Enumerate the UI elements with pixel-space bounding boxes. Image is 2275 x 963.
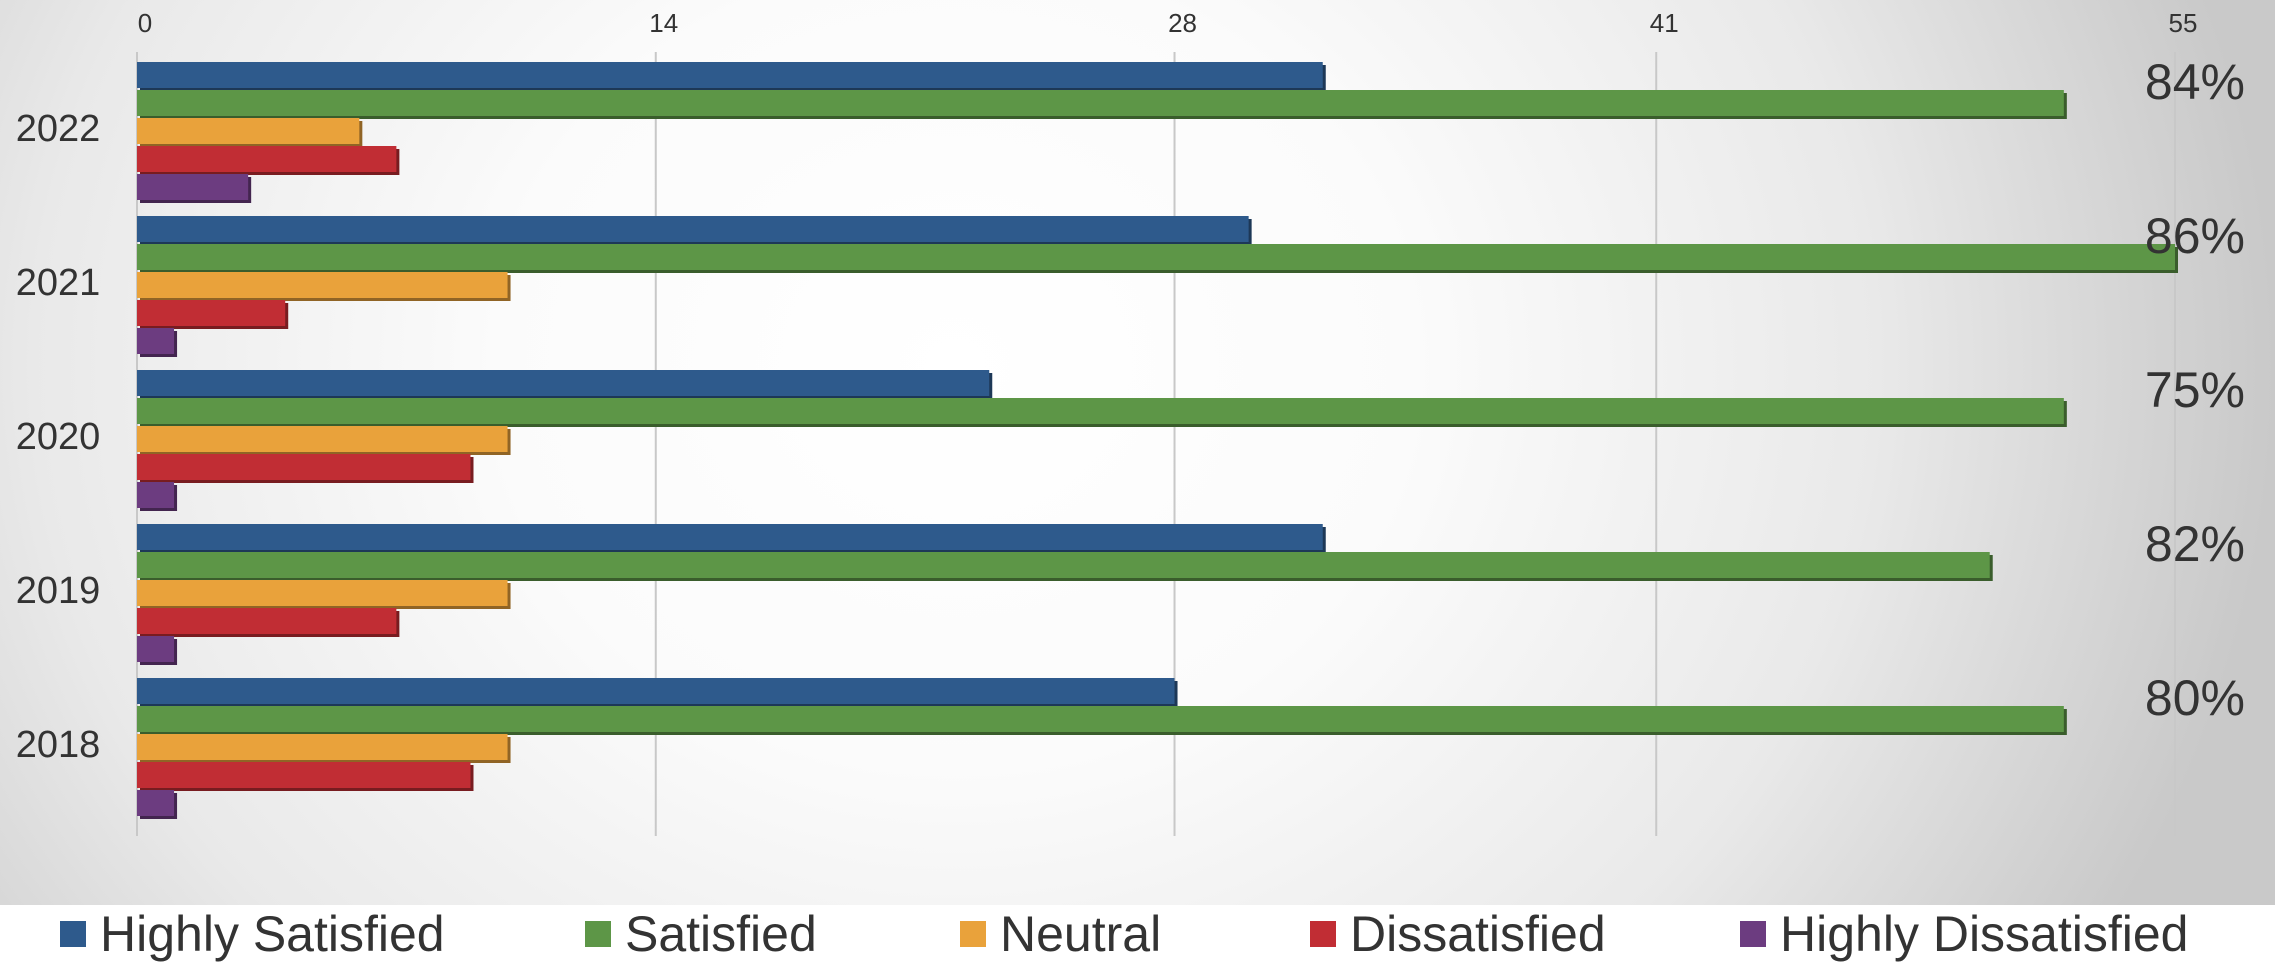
bar (137, 734, 508, 760)
legend-swatch (960, 921, 986, 947)
legend-label: Highly Dissatisfied (1780, 906, 2189, 962)
bar (137, 580, 508, 606)
legend: Highly Satisfied Satisfied Neutral Dissa… (0, 905, 2275, 963)
legend-swatch (1310, 921, 1336, 947)
legend-label: Satisfied (625, 906, 817, 962)
legend-item-neutral: Neutral (960, 905, 1161, 963)
chart-plot: 0 14 28 41 55 2022 84% 2021 86% 2020 75% 2019 82% 201… (16, 8, 2245, 836)
bar (137, 370, 990, 396)
bar (137, 524, 1323, 550)
data-label: 82% (2145, 516, 2245, 572)
y-tick-label: 2021 (16, 262, 101, 304)
data-label: 75% (2145, 362, 2245, 418)
bar (137, 118, 360, 144)
bar (137, 636, 175, 662)
bar (137, 678, 1175, 704)
data-label: 84% (2145, 54, 2245, 110)
bar (137, 482, 175, 508)
bar (137, 300, 286, 326)
x-tick-label: 28 (1168, 8, 1197, 38)
bar (137, 146, 397, 172)
legend-swatch (60, 921, 86, 947)
bar (137, 552, 1990, 578)
x-tick-label: 55 (2169, 8, 2198, 38)
bar (137, 454, 471, 480)
bar (137, 244, 2175, 270)
x-tick-label: 0 (138, 8, 152, 38)
bar (137, 174, 249, 200)
x-tick-label: 41 (1650, 8, 1679, 38)
legend-item-dissatisfied: Dissatisfied (1310, 905, 1606, 963)
legend-label: Neutral (1000, 906, 1162, 962)
x-tick-label: 14 (649, 8, 678, 38)
bar (137, 398, 2064, 424)
bar (137, 706, 2064, 732)
bar (137, 216, 1249, 242)
bar (137, 272, 508, 298)
data-label: 86% (2145, 208, 2245, 264)
legend-item-highly-satisfied: Highly Satisfied (60, 905, 445, 963)
legend-swatch (585, 921, 611, 947)
bar (137, 790, 175, 816)
legend-label: Dissatisfied (1350, 906, 1606, 962)
legend-label: Highly Satisfied (100, 906, 445, 962)
data-label: 80% (2145, 670, 2245, 726)
bar (137, 62, 1323, 88)
bar (137, 426, 508, 452)
y-tick-label: 2019 (16, 570, 101, 612)
y-tick-label: 2022 (16, 108, 101, 150)
legend-swatch (1740, 921, 1766, 947)
bar (137, 762, 471, 788)
bar (137, 608, 397, 634)
legend-item-highly-dissatisfied: Highly Dissatisfied (1740, 905, 2188, 963)
y-tick-label: 2020 (16, 416, 101, 458)
bar (137, 328, 175, 354)
y-tick-label: 2018 (16, 724, 101, 766)
legend-item-satisfied: Satisfied (585, 905, 817, 963)
bar (137, 90, 2064, 116)
